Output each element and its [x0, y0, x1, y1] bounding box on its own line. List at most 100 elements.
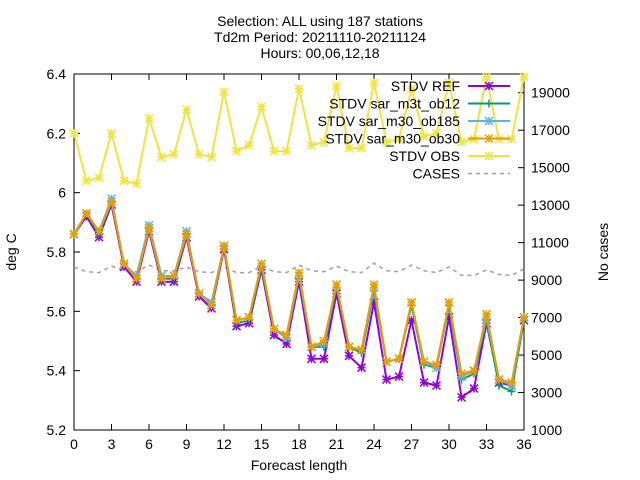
series-point-d2 [94, 226, 104, 236]
series-point-d2 [431, 360, 442, 370]
series-point-d2 [194, 149, 204, 159]
series-point-d2 [419, 378, 429, 388]
series-point-d2 [119, 176, 129, 186]
series-point-d2 [169, 149, 179, 159]
series-point [381, 357, 392, 367]
series-point [119, 259, 129, 269]
series-point [331, 81, 342, 91]
series-point-d2 [394, 372, 404, 382]
y2-tick-label: 13000 [531, 197, 570, 213]
series-point-d2 [456, 369, 467, 379]
series-point-d2 [269, 324, 279, 334]
series-point-d2 [431, 128, 442, 138]
y-tick-label: 5.8 [47, 244, 67, 260]
series-point [269, 146, 279, 156]
legend-swatch-marker [485, 99, 493, 108]
legend-entry: STDV sar_m30_ob30 [325, 131, 510, 147]
series-point [394, 354, 404, 364]
series-point [481, 309, 492, 319]
series-point [94, 226, 104, 236]
series-point-d2 [381, 137, 392, 147]
legend-swatch-marker [484, 81, 494, 91]
series-point-d2 [256, 259, 267, 269]
y2-tick-label: 3000 [531, 385, 562, 401]
legend-swatch-marker [484, 133, 494, 144]
x-tick-label: 21 [329, 436, 345, 452]
series-point [169, 149, 179, 159]
series-point [431, 380, 442, 391]
series-point [156, 274, 167, 284]
series-point-d2 [206, 152, 217, 162]
series-point [144, 223, 154, 233]
series-point [256, 102, 267, 112]
series-4 [69, 197, 529, 388]
series-line [73, 200, 525, 400]
series-point-d2 [356, 363, 367, 373]
series-point-d2 [306, 342, 317, 352]
y-tick-label: 5.4 [47, 363, 67, 379]
series-point-d2 [506, 378, 517, 388]
series-point-d2 [456, 137, 467, 147]
series-point-d2 [94, 173, 104, 183]
series-point [181, 229, 192, 239]
series-point-d2 [306, 140, 317, 150]
x-tick-label: 15 [254, 436, 270, 452]
series-point [419, 357, 429, 367]
series-point-d2 [69, 128, 79, 138]
series-point [306, 140, 317, 150]
series-point-d2 [444, 297, 454, 307]
legend-entry: STDV OBS [389, 148, 510, 164]
series-point [419, 378, 429, 388]
series-point [94, 173, 104, 183]
legend-label: STDV sar_m30_ob185 [318, 113, 461, 129]
series-point-d2 [231, 146, 242, 156]
series-line [73, 262, 525, 277]
series-point-d2 [406, 84, 417, 94]
series-point-d2 [231, 315, 242, 325]
series-point [306, 342, 317, 352]
series-point [469, 383, 479, 393]
series-point [106, 128, 117, 138]
series-point-d2 [181, 105, 192, 115]
series-point-d2 [494, 375, 504, 385]
series-point-d2 [394, 134, 404, 144]
series-point-d2 [156, 274, 167, 284]
y2-tick-label: 9000 [531, 272, 562, 288]
series-point-d2 [131, 179, 142, 189]
series-point [206, 152, 217, 162]
series-point-d2 [269, 146, 279, 156]
series-point [494, 375, 504, 385]
legend-entry: STDV sar_m30_ob185 [318, 113, 510, 129]
series-point [344, 342, 354, 352]
series-point-d2 [419, 357, 429, 367]
legend-swatch-marker-d2 [484, 133, 494, 144]
series-point [444, 297, 454, 307]
y2-tick-label: 5000 [531, 347, 562, 363]
series-point [194, 289, 204, 299]
series-point [344, 351, 354, 361]
chart-title-line-3: Hours: 00,06,12,18 [260, 45, 380, 61]
x-tick-label: 33 [479, 436, 495, 452]
y-tick-label: 6.4 [47, 66, 67, 82]
y-tick-label: 6 [58, 185, 66, 201]
legend-entry: STDV REF [391, 78, 510, 94]
series-point-d2 [194, 289, 204, 299]
series-point-d2 [431, 380, 442, 391]
x-tick-label: 30 [441, 436, 457, 452]
series-point [119, 176, 129, 186]
series-point-d2 [219, 241, 229, 251]
series-point [344, 143, 354, 153]
series-point [319, 354, 329, 364]
series-point-d2 [131, 274, 142, 284]
series-point [231, 146, 242, 156]
series-point-d2 [319, 336, 329, 346]
x-tick-label: 18 [291, 436, 307, 452]
series-point-d2 [406, 297, 417, 307]
series-group [69, 72, 529, 402]
series-point [131, 179, 142, 189]
series-point [294, 268, 304, 278]
series-point [444, 78, 454, 88]
x-tick-label: 36 [516, 436, 532, 452]
legend-label: STDV REF [391, 78, 460, 94]
